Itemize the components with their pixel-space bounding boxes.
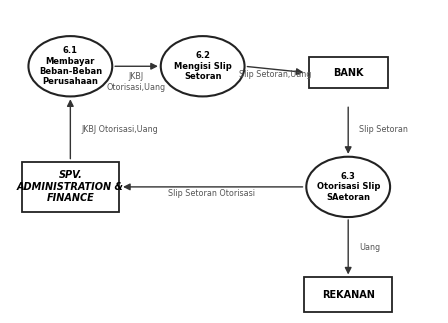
Text: 6.1
Membayar
Beban-Beban
Perusahaan: 6.1 Membayar Beban-Beban Perusahaan xyxy=(39,46,102,86)
Text: Slip Setoran,Uang: Slip Setoran,Uang xyxy=(239,70,312,79)
Text: JKBJ
Otorisasi,Uang: JKBJ Otorisasi,Uang xyxy=(107,72,166,92)
FancyBboxPatch shape xyxy=(309,57,388,89)
Circle shape xyxy=(29,36,112,97)
FancyBboxPatch shape xyxy=(304,277,392,312)
Text: JKBJ Otorisasi,Uang: JKBJ Otorisasi,Uang xyxy=(82,125,158,134)
Circle shape xyxy=(161,36,245,97)
Text: BANK: BANK xyxy=(333,68,363,78)
Text: 6.3
Otorisasi Slip
SAetoran: 6.3 Otorisasi Slip SAetoran xyxy=(316,172,380,202)
Text: Slip Setoran: Slip Setoran xyxy=(359,125,408,134)
Text: Uang: Uang xyxy=(359,243,380,252)
FancyBboxPatch shape xyxy=(22,162,119,212)
Text: REKANAN: REKANAN xyxy=(322,290,375,300)
Text: Slip Setoran Otorisasi: Slip Setoran Otorisasi xyxy=(168,189,255,198)
Circle shape xyxy=(306,157,390,217)
Text: SPV.
ADMINISTRATION &
FINANCE: SPV. ADMINISTRATION & FINANCE xyxy=(17,170,124,203)
Text: 6.2
Mengisi Slip
Setoran: 6.2 Mengisi Slip Setoran xyxy=(174,51,232,81)
